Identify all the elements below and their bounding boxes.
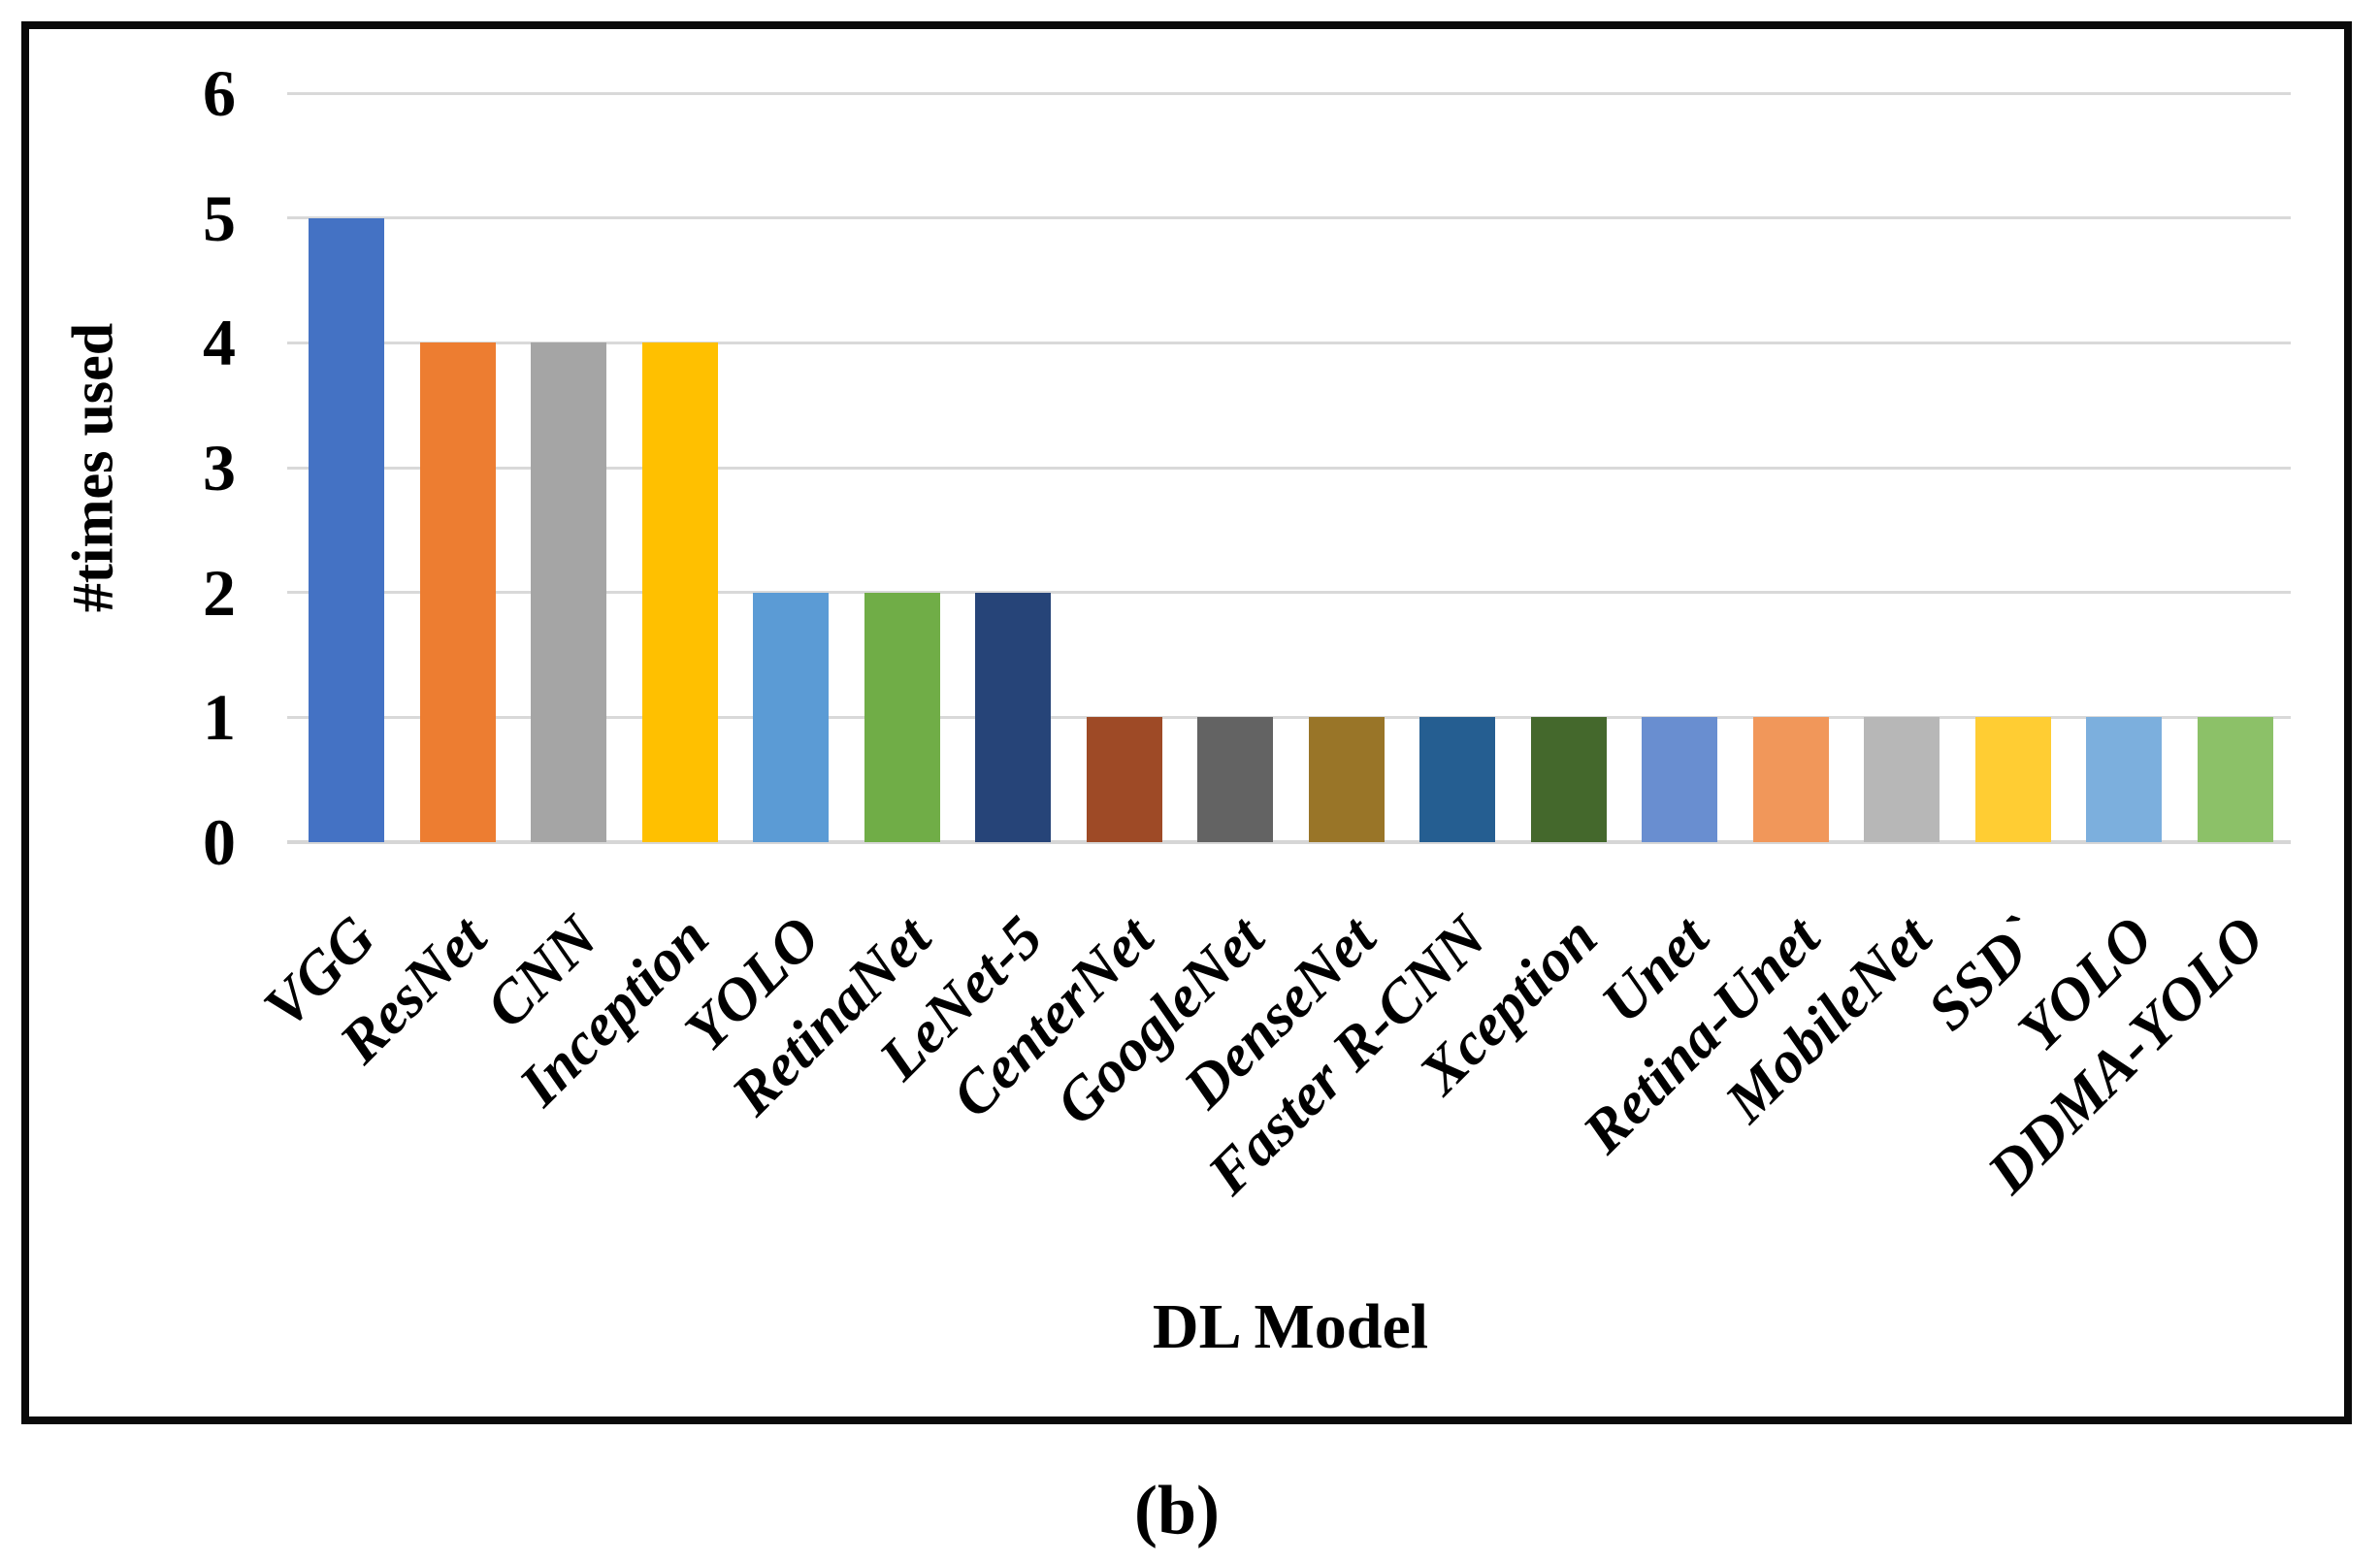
bar-yolo: [2086, 717, 2163, 842]
gridline-5: [287, 216, 2291, 220]
bar-ssd-: [1974, 717, 2051, 842]
bar-googlenet: [1197, 717, 1274, 842]
bar-retina-unet: [1752, 717, 1829, 842]
y-tick-label-1: 1: [203, 680, 236, 755]
bar-ddma-yolo: [2197, 717, 2273, 842]
gridline-6: [287, 91, 2291, 95]
y-tick-label-6: 6: [203, 56, 236, 130]
bar-centernet: [1086, 717, 1162, 842]
y-tick-label-2: 2: [203, 555, 236, 630]
bar-cnn: [531, 342, 607, 842]
bar-yolo: [753, 592, 830, 842]
bar-lenet-5: [975, 592, 1052, 842]
gridline-1: [287, 715, 2291, 719]
bar-inception: [641, 342, 718, 842]
bar-densenet: [1308, 717, 1385, 842]
x-axis-title: DL Model: [1152, 1291, 1429, 1362]
bar-xception: [1530, 717, 1607, 842]
plot-area: [287, 91, 2291, 844]
figure-caption: (b): [1134, 1471, 1220, 1549]
gridline-3: [287, 466, 2291, 470]
gridline-2: [287, 591, 2291, 595]
y-tick-label-5: 5: [203, 180, 236, 255]
bar-retinanet: [864, 592, 940, 842]
bar-faster-r-cnn: [1419, 717, 1496, 842]
bar-resnet: [419, 342, 496, 842]
bar-vgg: [309, 217, 385, 842]
gridline-4: [287, 341, 2291, 344]
y-tick-label-3: 3: [203, 431, 236, 505]
bar-unet: [1642, 717, 1718, 842]
y-tick-label-0: 0: [203, 805, 236, 879]
gridline-0: [287, 840, 2291, 844]
y-tick-label-4: 4: [203, 306, 236, 380]
bar-mobilenet: [1864, 717, 1940, 842]
